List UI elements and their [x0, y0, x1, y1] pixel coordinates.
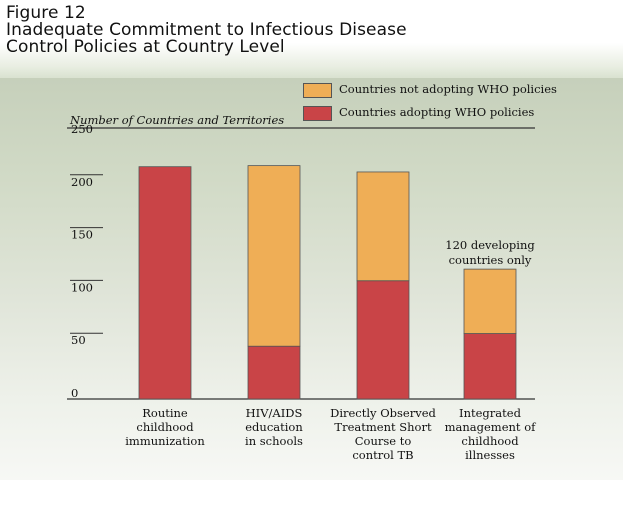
- bar-not-adopting: [356, 171, 410, 282]
- bar-not-adopting: [463, 268, 517, 334]
- legend-swatch-adopting: [303, 106, 332, 121]
- y-axis-label: Number of Countries and Territories: [70, 113, 285, 127]
- y-tick-label: 0: [71, 386, 78, 400]
- figure-label: Figure 12: [6, 3, 86, 23]
- figure-title: Inadequate Commitment to Infectious Dise…: [6, 20, 407, 57]
- legend-label-not-adopting: Countries not adopting WHO policies: [339, 82, 557, 96]
- legend-swatch-not-adopting: [303, 83, 332, 98]
- y-tick-label: 200: [71, 175, 93, 189]
- x-tick-label: Integrated management of childhood illne…: [444, 406, 536, 462]
- y-tick-label: 50: [71, 333, 86, 347]
- bar-not-adopting: [247, 165, 301, 347]
- bar-adopting: [247, 345, 301, 400]
- plot-panel: [0, 78, 623, 480]
- legend-item-not-adopting: Countries not adopting WHO policies: [303, 82, 603, 98]
- bar-adopting: [138, 166, 192, 400]
- legend-label-adopting: Countries adopting WHO policies: [339, 105, 535, 119]
- bar-adopting: [356, 280, 410, 400]
- annotation-label: 120 developing countries only: [445, 238, 535, 267]
- x-tick-label: Directly Observed Treatment Short Course…: [330, 406, 436, 462]
- figure-header: Figure 12 Inadequate Commitment to Infec…: [0, 0, 623, 78]
- legend-item-adopting: Countries adopting WHO policies: [303, 105, 603, 121]
- x-tick-label: Routine childhood immunization: [125, 406, 205, 448]
- bar-adopting: [463, 333, 517, 400]
- x-tick-label: HIV/AIDS education in schools: [245, 406, 303, 448]
- y-tick-label: 100: [71, 280, 93, 294]
- y-tick-label: 150: [71, 228, 93, 242]
- y-tick-label: 250: [71, 122, 93, 136]
